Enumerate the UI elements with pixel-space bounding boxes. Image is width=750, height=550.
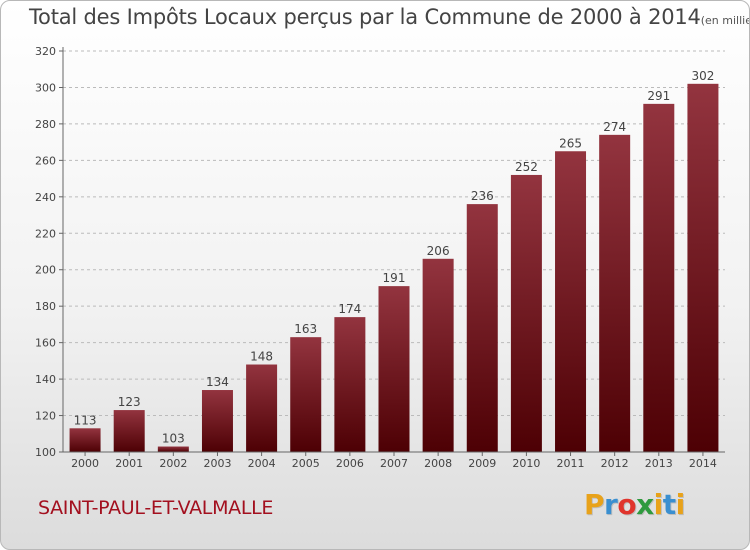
bar-2012 <box>599 134 631 452</box>
bar-2005 <box>290 337 322 452</box>
x-tick-label-2013: 2013 <box>645 457 673 470</box>
x-tick-label-2012: 2012 <box>601 457 629 470</box>
y-tick-label: 280 <box>35 118 56 131</box>
data-label-2000: 113 <box>74 413 97 427</box>
y-tick-label: 100 <box>35 446 56 459</box>
x-tick-label-2006: 2006 <box>336 457 364 470</box>
data-label-2003: 134 <box>206 375 229 389</box>
data-label-2008: 206 <box>427 244 450 258</box>
y-tick-label: 220 <box>35 227 56 240</box>
data-label-2007: 191 <box>383 271 406 285</box>
bar-2009 <box>466 204 498 452</box>
proxiti-logo: Proxiti <box>584 488 685 521</box>
x-tick-label-2002: 2002 <box>159 457 187 470</box>
bar-2007 <box>378 286 410 452</box>
bar-2010 <box>510 174 542 453</box>
y-tick-label: 240 <box>35 191 56 204</box>
y-tick-label: 300 <box>35 81 56 94</box>
bar-2002 <box>157 446 189 452</box>
x-tick-label-2007: 2007 <box>380 457 408 470</box>
logo-letter: t <box>662 488 676 521</box>
commune-name: SAINT-PAUL-ET-VALMALLE <box>38 497 274 519</box>
bar-2004 <box>246 364 278 452</box>
y-tick-label: 320 <box>35 45 56 58</box>
data-label-2009: 236 <box>471 189 494 203</box>
logo-letter: P <box>584 488 605 521</box>
x-tick-label-2011: 2011 <box>557 457 585 470</box>
bar-2008 <box>422 258 454 452</box>
bar-2014 <box>687 83 719 453</box>
logo-letter: o <box>617 488 637 521</box>
data-label-2001: 123 <box>118 395 141 409</box>
data-label-2012: 274 <box>603 120 626 134</box>
x-tick-label-2000: 2000 <box>71 457 99 470</box>
data-label-2013: 291 <box>647 89 670 103</box>
logo-letter: i <box>675 488 686 521</box>
y-tick-label: 160 <box>35 337 56 350</box>
axes: 100 120 140 160 180 200 220 240 260 280 300 320 2000… <box>35 45 725 470</box>
data-label-2005: 163 <box>294 322 317 336</box>
x-tick-label-2005: 2005 <box>292 457 320 470</box>
data-label-2011: 265 <box>559 136 582 150</box>
x-tick-label-2010: 2010 <box>512 457 540 470</box>
data-label-2002: 103 <box>162 432 185 446</box>
bar-2003 <box>201 390 233 452</box>
x-tick-label-2001: 2001 <box>115 457 143 470</box>
data-label-2014: 302 <box>691 69 714 83</box>
bar-2011 <box>555 151 587 452</box>
y-tick-label: 140 <box>35 373 56 386</box>
x-tick-label-2014: 2014 <box>689 457 717 470</box>
bar-2013 <box>643 103 675 452</box>
x-tick-label-2003: 2003 <box>203 457 231 470</box>
bar-2006 <box>334 317 366 452</box>
x-tick-label-2009: 2009 <box>468 457 496 470</box>
y-tick-label: 260 <box>35 154 56 167</box>
y-tick-label: 120 <box>35 410 56 423</box>
y-tick-label: 200 <box>35 264 56 277</box>
chart-subtitle: (en milliers d'€) <box>700 14 749 27</box>
y-tick-label: 180 <box>35 300 56 313</box>
bar-2001 <box>113 410 145 452</box>
data-labels: 113 123 103 134 148 163 174 191 206 236 252 265 274 2… <box>74 69 715 446</box>
x-tick-label-2004: 2004 <box>248 457 276 470</box>
bars <box>69 83 719 453</box>
data-label-2004: 148 <box>250 350 273 364</box>
data-label-2006: 174 <box>338 302 361 316</box>
data-label-2010: 252 <box>515 160 538 174</box>
chart-title-text: Total des Impôts Locaux perçus par la Co… <box>29 5 701 29</box>
logo-letter: x <box>636 488 654 521</box>
logo-letter: i <box>653 488 664 521</box>
chart-title: Total des Impôts Locaux perçus par la Co… <box>29 5 749 29</box>
x-tick-label-2008: 2008 <box>424 457 452 470</box>
logo-letter: r <box>604 488 618 521</box>
bar-2000 <box>69 428 101 452</box>
